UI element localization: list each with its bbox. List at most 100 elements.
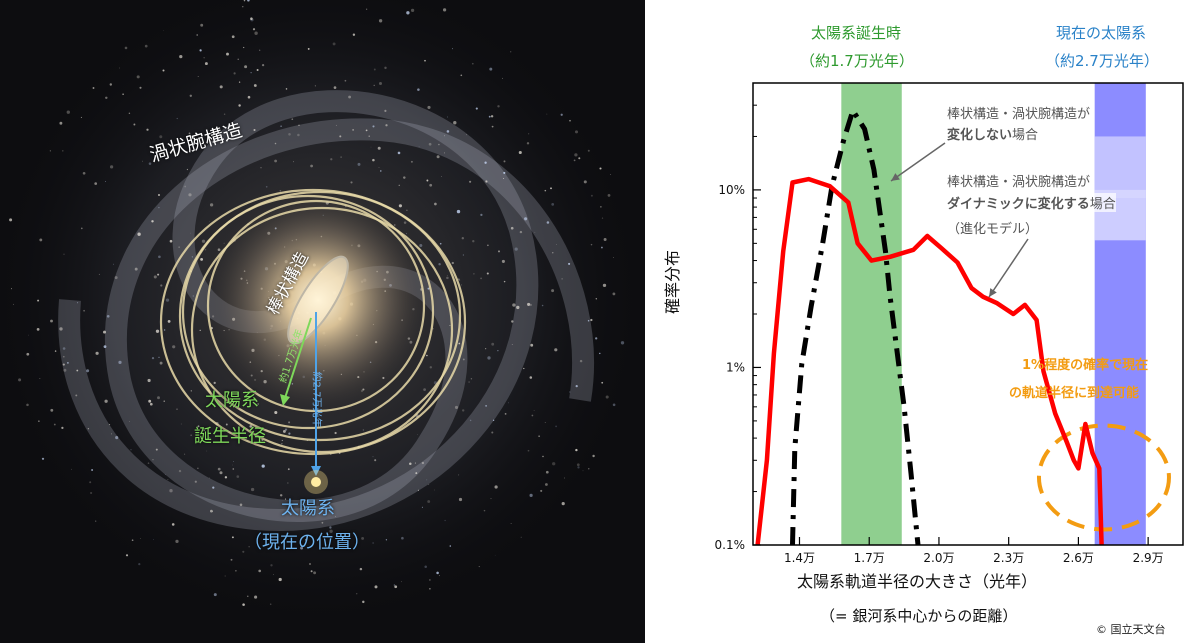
- star: [274, 159, 277, 163]
- star: [460, 74, 463, 77]
- star: [194, 480, 197, 483]
- star: [204, 249, 207, 251]
- star: [210, 509, 213, 513]
- star: [314, 85, 316, 87]
- star: [128, 112, 131, 115]
- star: [153, 275, 157, 279]
- star: [560, 113, 563, 116]
- star: [401, 536, 404, 540]
- star: [184, 185, 187, 188]
- star: [253, 84, 257, 87]
- star: [462, 254, 464, 256]
- star: [178, 469, 182, 473]
- star: [613, 257, 614, 258]
- star: [200, 257, 204, 261]
- star: [50, 408, 54, 412]
- star: [429, 579, 431, 581]
- star: [242, 6, 244, 8]
- star: [230, 558, 233, 561]
- star: [510, 51, 512, 53]
- star: [208, 140, 212, 144]
- star: [50, 319, 53, 323]
- star: [149, 402, 153, 406]
- star: [258, 569, 262, 573]
- birth-radius-arrow: [284, 317, 312, 399]
- star: [158, 206, 160, 209]
- star: [38, 420, 40, 422]
- star: [196, 34, 199, 36]
- star: [125, 554, 129, 557]
- star: [333, 86, 337, 89]
- star: [393, 584, 396, 586]
- star: [103, 345, 107, 348]
- star: [226, 52, 229, 56]
- star: [473, 273, 475, 275]
- star: [514, 247, 518, 251]
- star: [250, 17, 253, 20]
- star: [224, 476, 228, 479]
- star: [75, 394, 78, 397]
- star: [158, 356, 160, 358]
- star: [87, 428, 90, 430]
- star: [307, 47, 310, 50]
- annotation-dynamic-1: 棒状構造・渦状腕構造が: [947, 175, 1091, 190]
- annotation-static-arrow-head: [891, 173, 900, 181]
- star: [288, 421, 291, 424]
- star: [94, 182, 98, 185]
- star: [561, 278, 563, 280]
- star: [461, 237, 464, 240]
- star: [491, 431, 494, 434]
- star: [186, 168, 188, 171]
- star: [508, 402, 509, 404]
- star: [106, 314, 110, 318]
- star: [480, 277, 482, 280]
- star: [573, 159, 576, 162]
- star: [453, 121, 457, 125]
- star: [600, 206, 602, 208]
- star: [423, 388, 426, 391]
- star: [329, 526, 332, 529]
- band-current-label-2: （約2.7万光年）: [1045, 52, 1159, 70]
- star: [148, 399, 152, 403]
- star: [551, 289, 555, 293]
- galaxy-illustration: 渦状腕構造 棒状構造 約1.7万光年 約2.7万光年 太陽系 誕生半径 太陽系 …: [0, 0, 645, 643]
- star: [438, 575, 440, 577]
- star: [497, 105, 500, 108]
- star: [158, 194, 160, 196]
- star: [546, 221, 550, 224]
- star: [136, 75, 140, 79]
- star: [281, 443, 283, 445]
- star: [577, 466, 580, 469]
- star: [167, 479, 169, 481]
- star: [188, 132, 191, 135]
- star: [105, 96, 108, 100]
- credit-text: © 国立天文台: [1096, 623, 1166, 636]
- star: [287, 468, 290, 471]
- star: [526, 142, 530, 145]
- star: [529, 303, 532, 307]
- star: [378, 81, 383, 86]
- star: [282, 429, 286, 433]
- star: [133, 123, 136, 126]
- star: [191, 256, 193, 258]
- star: [119, 67, 120, 69]
- star: [480, 213, 483, 217]
- star: [449, 545, 452, 547]
- star: [172, 345, 176, 349]
- star: [620, 341, 625, 345]
- y-tick-label: 10%: [718, 183, 745, 197]
- star: [248, 546, 250, 548]
- star: [427, 105, 431, 109]
- galaxy-image: [0, 0, 645, 630]
- annotation-static-1: 棒状構造・渦状腕構造が: [947, 107, 1091, 122]
- star: [365, 129, 368, 132]
- star: [590, 318, 593, 322]
- star: [352, 129, 354, 131]
- star: [406, 209, 408, 212]
- star: [190, 390, 192, 392]
- star: [265, 185, 268, 188]
- star: [243, 0, 246, 2]
- star: [470, 378, 473, 380]
- star: [110, 165, 114, 169]
- star: [92, 87, 95, 89]
